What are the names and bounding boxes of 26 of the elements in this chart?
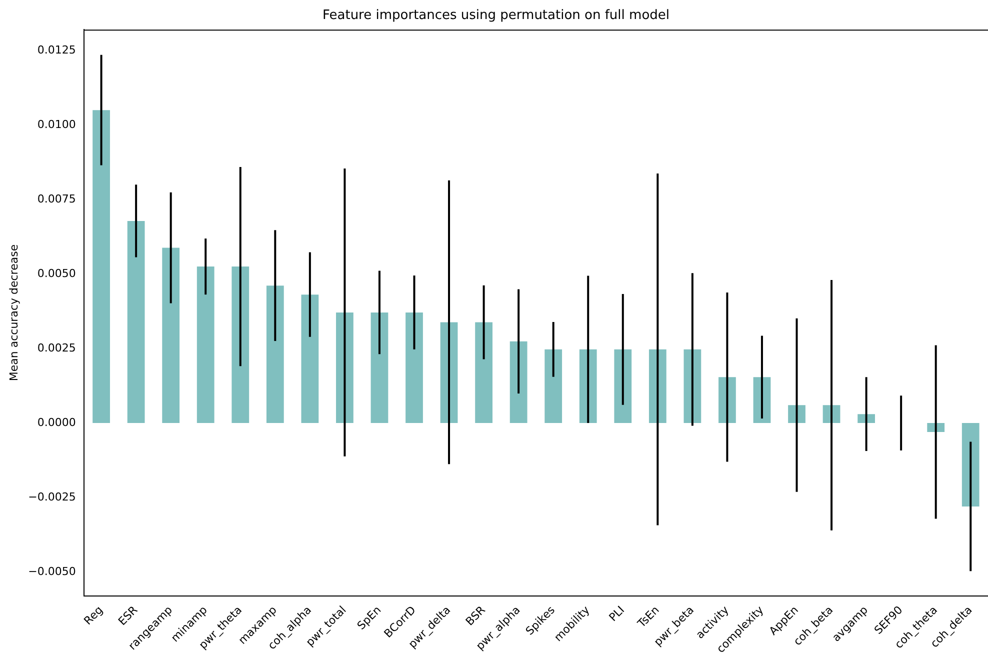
x-tick-label: PLI	[606, 604, 628, 624]
x-tick-label: Reg	[81, 604, 106, 628]
bar	[301, 294, 319, 424]
bar	[162, 248, 180, 424]
y-tick-label: 0.0100	[37, 118, 76, 131]
y-tick-label: −0.0050	[28, 564, 76, 578]
bar	[544, 349, 562, 424]
y-tick-label: 0.0050	[37, 266, 76, 280]
bar	[232, 266, 250, 424]
y-tick-label: −0.0025	[28, 490, 76, 504]
bar	[962, 423, 980, 506]
y-tick-label: 0.0075	[37, 192, 76, 206]
bar	[510, 341, 528, 424]
chart-title: Feature importances using permutation on full model	[322, 8, 670, 24]
bar	[127, 220, 145, 424]
bar	[196, 266, 214, 424]
bar	[370, 312, 388, 424]
bar	[92, 110, 110, 424]
bar	[614, 349, 632, 424]
bar	[475, 322, 492, 424]
y-tick-label: 0.0125	[37, 43, 76, 56]
bar	[266, 286, 284, 424]
y-tick-label: 0.0000	[37, 416, 76, 429]
bar	[406, 312, 423, 424]
y-tick-label: 0.0025	[37, 341, 76, 354]
y-axis-title: Mean accuracy decrease	[7, 244, 20, 382]
